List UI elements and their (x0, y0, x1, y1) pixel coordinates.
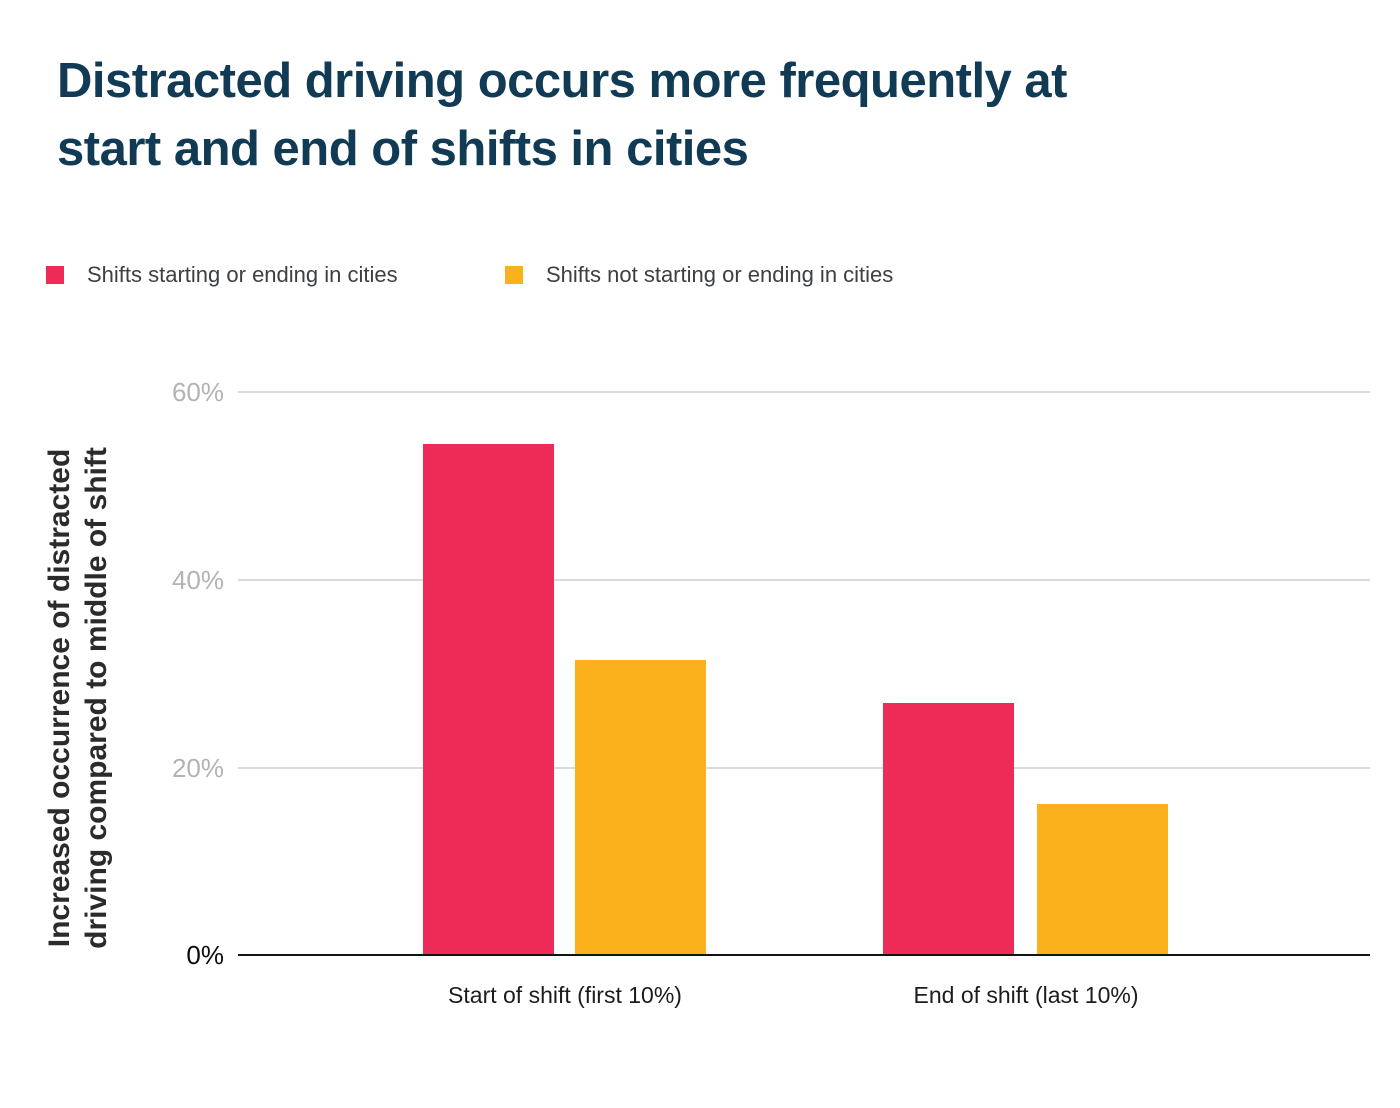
legend-item-cities: Shifts starting or ending in cities (46, 262, 398, 287)
gridline-20 (238, 767, 1370, 769)
gridline-60 (238, 391, 1370, 393)
plot-area (238, 391, 1370, 956)
x-category-label-end: End of shift (last 10%) (913, 982, 1139, 1008)
x-category-label-start: Start of shift (first 10%) (448, 982, 682, 1008)
gridline-40 (238, 579, 1370, 581)
bar-non-cities-start-of-shift (575, 660, 706, 955)
legend-label-non-cities: Shifts not starting or ending in cities (546, 262, 894, 287)
y-tick-label-60: 60% (171, 377, 224, 407)
legend: Shifts starting or ending in cities Shif… (0, 262, 1400, 288)
x-axis-line (238, 954, 1370, 956)
bar-cities-end-of-shift (883, 702, 1014, 955)
bar-non-cities-end-of-shift (1037, 803, 1168, 955)
y-axis-title-line2: driving compared to middle of shift (80, 447, 113, 949)
chart-title-line1: Distracted driving occurs more frequentl… (57, 54, 1068, 108)
y-tick-label-0: 0% (186, 940, 224, 970)
y-tick-label-20: 20% (171, 753, 224, 783)
chart-title-line2: start and end of shifts in cities (57, 122, 749, 176)
legend-label-cities: Shifts starting or ending in cities (87, 262, 398, 287)
bar-cities-start-of-shift (423, 443, 554, 955)
legend-swatch-cities (46, 266, 64, 284)
y-axis-title-line1: Increased occurrence of distracted (43, 448, 76, 948)
legend-swatch-non-cities (505, 266, 523, 284)
chart-title: Distracted driving occurs more frequentl… (57, 47, 1257, 183)
y-axis-title: Increased occurrence of distracted drivi… (41, 388, 115, 1008)
legend-item-non-cities: Shifts not starting or ending in cities (505, 262, 894, 287)
y-tick-label-40: 40% (171, 565, 224, 595)
